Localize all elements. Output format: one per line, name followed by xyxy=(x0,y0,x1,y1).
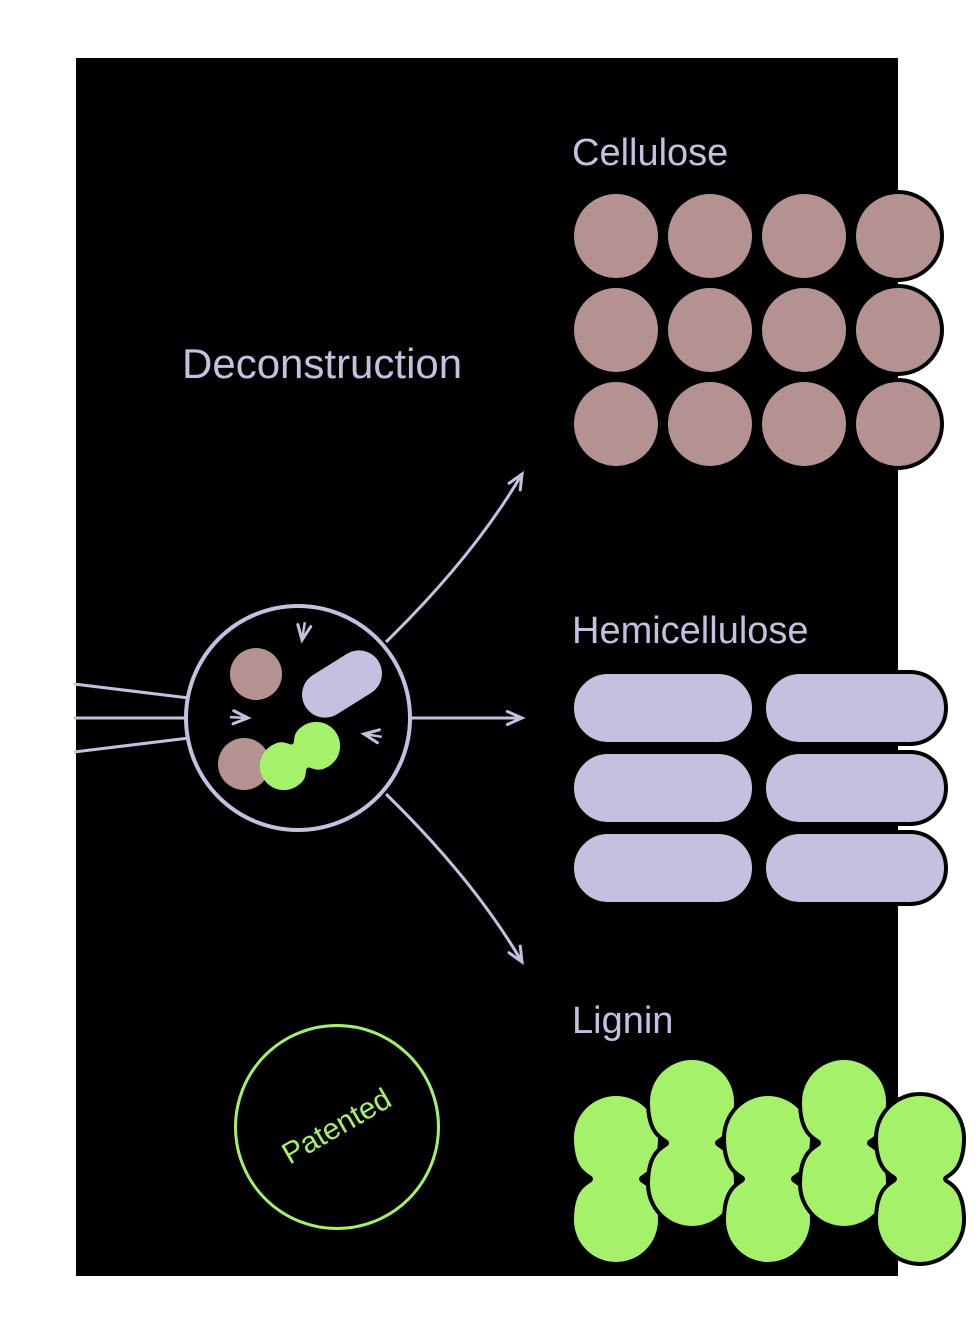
diagram-svg xyxy=(0,0,978,1327)
patented-badge: Patented xyxy=(234,1024,440,1230)
patented-label: Patented xyxy=(276,1082,397,1171)
diagram-canvas: Deconstruction Cellulose Hemicellulose L… xyxy=(0,0,978,1327)
